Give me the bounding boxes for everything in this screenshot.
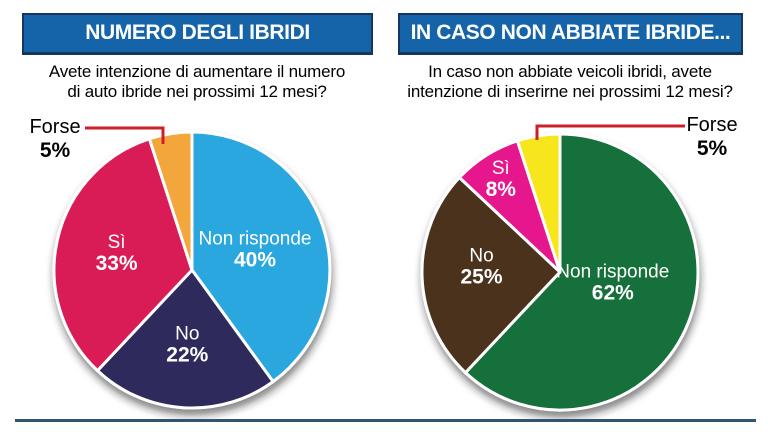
callout-line-left <box>85 126 165 144</box>
callout-line-right <box>535 124 685 140</box>
callout-forse-left: Forse 5% <box>20 116 90 163</box>
panel-header-hybrids-number: NUMERO DEGLI IBRIDI <box>22 13 373 55</box>
callout-value: 5% <box>696 137 728 160</box>
pie-slice-value: 33% <box>96 252 138 275</box>
pie-slice-value: 40% <box>234 249 276 272</box>
pie-slice-non-risponde <box>464 132 700 412</box>
question-line: In caso non abbiate veicoli ibridi, avet… <box>428 62 712 81</box>
pie-slice-value: 25% <box>460 266 502 289</box>
pie-slice-label: Sì <box>108 232 126 253</box>
question-line: Avete intenzione di aumentare il numero <box>48 62 346 81</box>
pie-slice-non-risponde <box>190 130 332 384</box>
panel-header-no-hybrids: IN CASO NON ABBIATE IBRIDE... <box>398 13 743 55</box>
pie-slice-label: Non risponde <box>556 261 669 282</box>
callout-value: 5% <box>39 139 71 162</box>
pie-slice-label: Sì <box>492 158 510 179</box>
callout-label: Forse <box>686 114 738 136</box>
callout-forse-right: Forse 5% <box>677 114 747 161</box>
pie-slice-value: 62% <box>592 281 634 304</box>
pie-slice-sì <box>52 137 194 373</box>
question-line: di auto ibride nei prossimi 12 mesi? <box>67 82 327 101</box>
question-line: intenzione di inserirne nei prossimi 12 … <box>407 82 733 101</box>
pie-slice-label: No <box>469 246 493 267</box>
bottom-divider <box>15 419 756 422</box>
question-no-hybrids: In caso non abbiate veicoli ibridi, avet… <box>384 62 756 102</box>
pie-slice-value: 8% <box>486 178 517 201</box>
pie-slice-forse <box>147 130 194 272</box>
pie-slice-label: No <box>175 323 199 344</box>
pie-slice-label: Non risponde <box>198 229 311 250</box>
pie-slice-no <box>420 176 562 375</box>
pie-slice-value: 22% <box>166 343 208 366</box>
question-hybrids-number: Avete intenzione di aumentare il numero … <box>5 62 389 102</box>
pie-slice-no <box>96 268 275 410</box>
callout-label: Forse <box>29 116 81 138</box>
